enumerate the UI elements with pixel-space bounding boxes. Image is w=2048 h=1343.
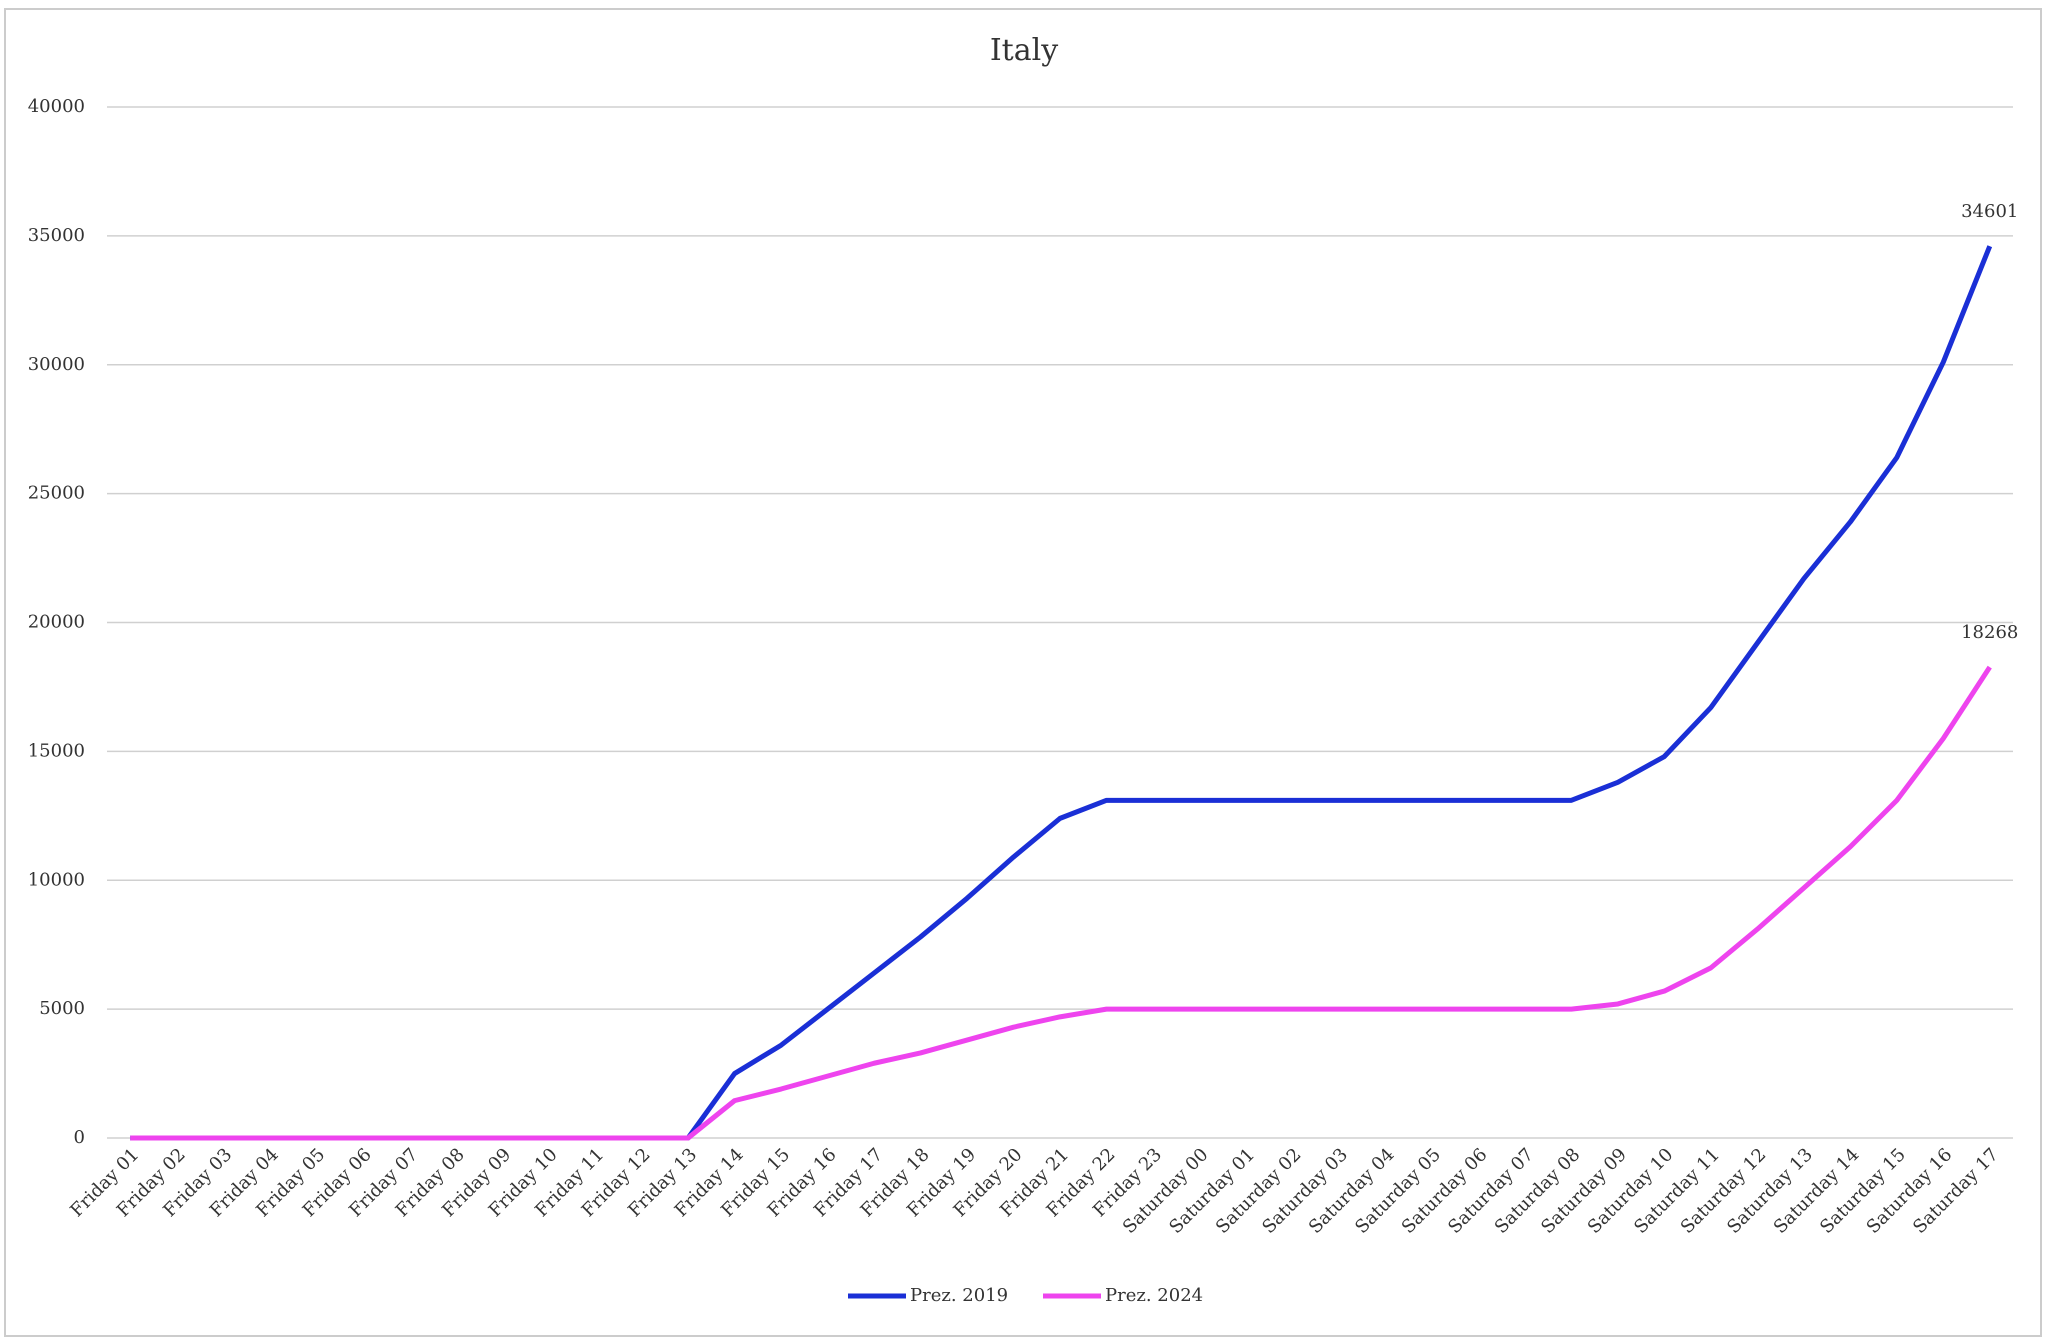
data-label: 18268 [1961,622,2018,643]
y-tick-label: 25000 [28,483,85,504]
chart-border [4,8,2042,1337]
y-tick-label: 35000 [28,225,85,246]
legend-label: Prez. 2024 [1105,1285,1203,1306]
legend-label: Prez. 2019 [910,1285,1008,1306]
y-tick-label: 10000 [28,869,85,890]
chart-title: Italy [990,33,1058,68]
y-tick-label: 0 [74,1127,85,1148]
y-tick-label: 5000 [39,998,85,1019]
y-tick-label: 20000 [28,612,85,633]
y-tick-label: 30000 [28,354,85,375]
y-tick-label: 15000 [28,740,85,761]
series-line [130,665,1992,1141]
data-label: 34601 [1961,201,2018,222]
y-tick-label: 40000 [28,96,85,117]
